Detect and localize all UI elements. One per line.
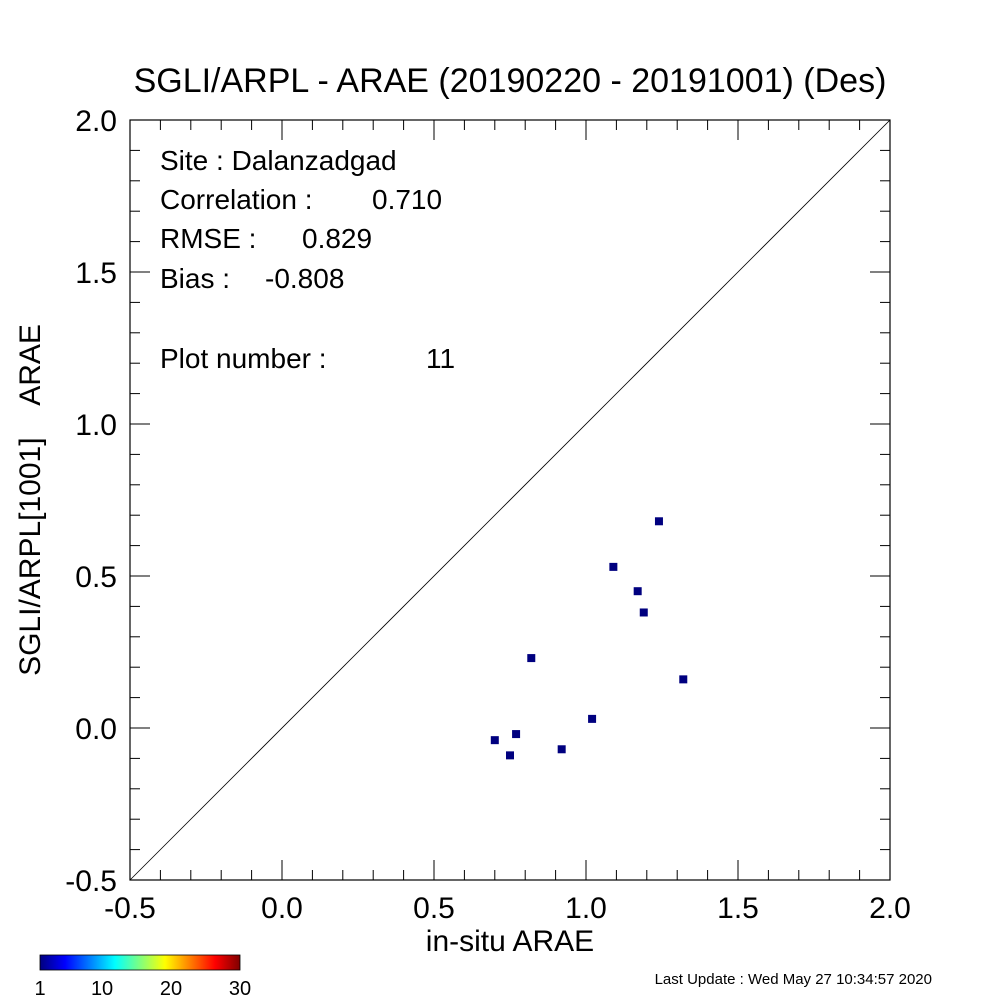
y-tick-label: 2.0: [75, 105, 117, 138]
stat-plot-number-label: Plot number :: [160, 343, 327, 374]
plot-frame: [129, 119, 891, 881]
stat-bias-label: Bias :: [160, 263, 230, 294]
data-point: [527, 654, 536, 663]
stat-rmse-label: RMSE :: [160, 223, 256, 254]
x-tick-label: 0.0: [261, 892, 303, 925]
colorbar-ticks: 1 10 20 30: [34, 978, 251, 1000]
data-point: [588, 714, 597, 723]
x-tick-label: 2.0: [869, 892, 911, 925]
y-tick-label: -0.5: [65, 865, 117, 898]
data-point: [679, 675, 688, 684]
data-point: [609, 562, 618, 571]
one-to-one-line: [129, 119, 891, 881]
colorbar-tick-label: 30: [229, 978, 251, 1000]
y-tick-label: 0.5: [75, 561, 117, 594]
y-tick-label: 1.5: [75, 257, 117, 290]
data-point: [490, 736, 499, 745]
chart-title: SGLI/ARPL - ARAE (20190220 - 20191001) (…: [134, 62, 887, 100]
colorbar-tick-label: 20: [160, 978, 182, 1000]
x-axis-label: in-situ ARAE: [426, 925, 594, 958]
last-update-text: Last Update : Wed May 27 10:34:57 2020: [655, 971, 932, 988]
stat-bias-value: -0.808: [265, 263, 344, 294]
data-points: [490, 517, 688, 760]
data-point: [639, 608, 648, 617]
major-ticks: [129, 119, 891, 881]
stats-panel: Site : Dalanzadgad Correlation : 0.710 R…: [160, 145, 455, 374]
stat-correlation-label: Correlation :: [160, 184, 313, 215]
data-point: [512, 730, 521, 739]
x-tick-labels: -0.5 0.0 0.5 1.0 1.5 2.0: [104, 892, 911, 925]
data-point: [654, 517, 663, 526]
colorbar-gradient: [39, 954, 241, 971]
stat-plot-number-value: 11: [426, 343, 455, 374]
stat-rmse-value: 0.829: [302, 223, 372, 254]
x-tick-label: -0.5: [104, 892, 156, 925]
minor-ticks: [130, 120, 890, 880]
colorbar-tick-label: 1: [34, 978, 45, 1000]
y-tick-label: 0.0: [75, 713, 117, 746]
stat-correlation-value: 0.710: [372, 184, 442, 215]
y-tick-label: 1.0: [75, 409, 117, 442]
colorbar: 1 10 20 30: [34, 954, 251, 1000]
y-axis-label: SGLI/ARPL[1001] ARAE: [14, 324, 47, 676]
x-tick-label: 1.0: [565, 892, 607, 925]
x-tick-label: 0.5: [413, 892, 455, 925]
y-tick-labels: -0.5 0.0 0.5 1.0 1.5 2.0: [65, 105, 117, 898]
data-point: [506, 751, 514, 760]
x-tick-label: 1.5: [717, 892, 759, 925]
colorbar-tick-label: 10: [91, 978, 113, 1000]
data-point: [557, 745, 566, 754]
stat-site: Site : Dalanzadgad: [160, 145, 397, 176]
data-point: [633, 587, 642, 596]
